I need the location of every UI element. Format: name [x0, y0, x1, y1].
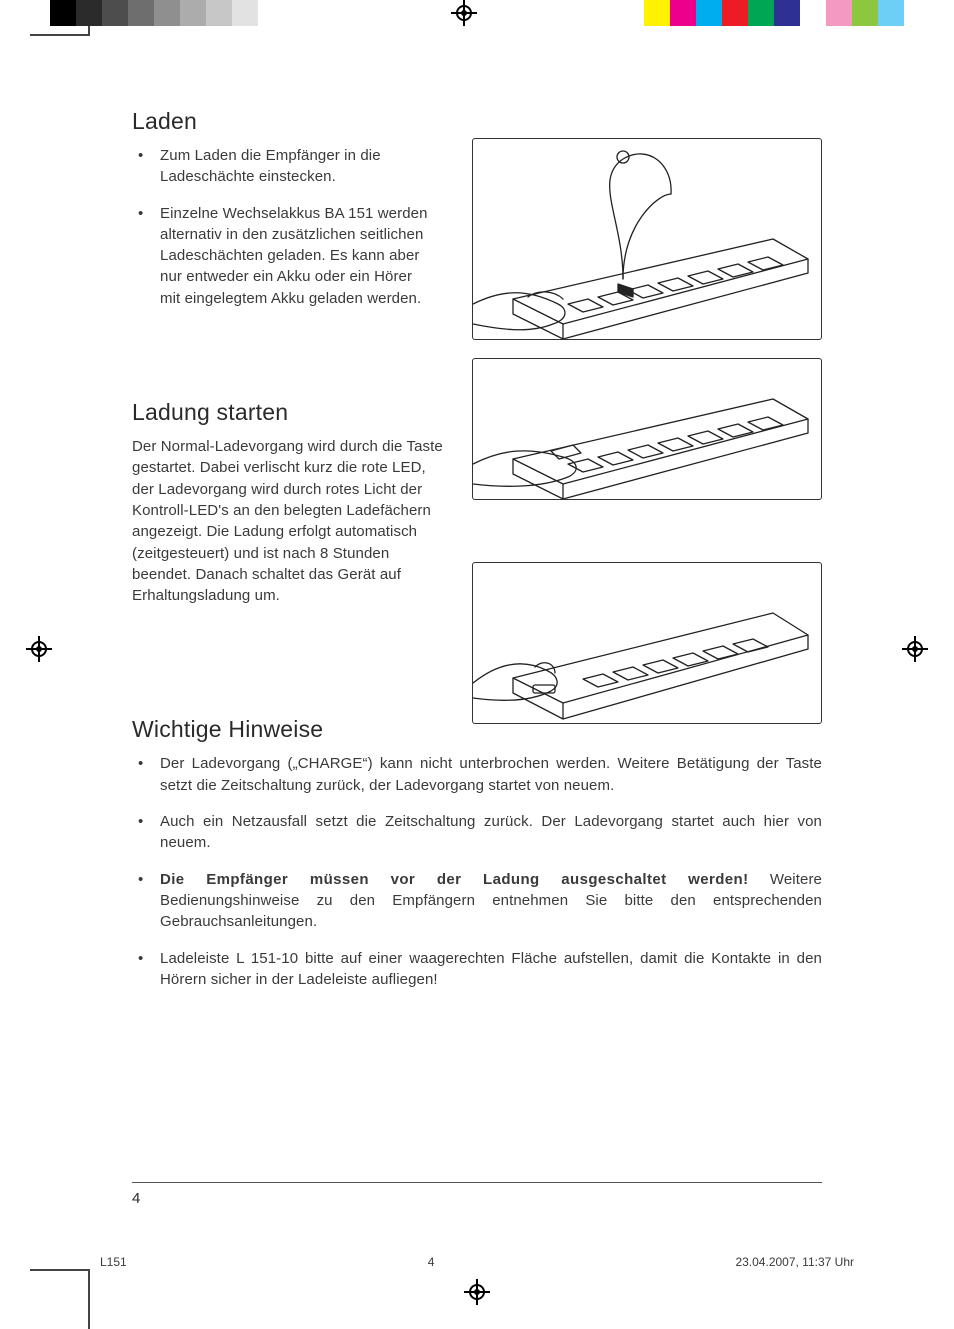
- list-item: Einzelne Wechselakkus BA 151 werden alte…: [160, 203, 428, 309]
- color-swatch: [154, 0, 180, 26]
- list-item: Die Empfänger müssen vor der Ladung ausg…: [160, 869, 822, 933]
- list-item: Ladeleiste L 151-10 bitte auf einer waag…: [160, 948, 822, 991]
- color-swatch: [722, 0, 748, 26]
- hinweise-bullet-list: Der Ladevorgang („CHARGE“) kann nicht un…: [132, 753, 822, 990]
- color-swatch: [232, 0, 258, 26]
- color-swatch: [258, 0, 284, 26]
- footer-doc: L151: [100, 1255, 127, 1269]
- footer-meta: L151 4 23.04.2007, 11:37 Uhr: [100, 1255, 854, 1269]
- color-swatch: [128, 0, 154, 26]
- page-content: Laden Zum Laden die Empfänger in die Lad…: [132, 108, 822, 1205]
- emphasis-text: Die Empfänger müssen vor der Ladung ausg…: [160, 871, 749, 888]
- footer-timestamp: 23.04.2007, 11:37 Uhr: [735, 1255, 854, 1269]
- color-swatch: [206, 0, 232, 26]
- page-number: 4: [132, 1190, 140, 1207]
- color-swatch: [852, 0, 878, 26]
- heading-laden: Laden: [132, 108, 822, 135]
- crop-mark: [88, 1269, 90, 1329]
- color-swatch: [50, 0, 76, 26]
- list-item: Der Ladevorgang („CHARGE“) kann nicht un…: [160, 753, 822, 796]
- color-swatch: [800, 0, 826, 26]
- color-swatch: [748, 0, 774, 26]
- footer-folio: 4: [428, 1255, 435, 1269]
- list-item: Auch ein Netzausfall setzt die Zeitschal…: [160, 811, 822, 854]
- figure-column: [472, 138, 822, 742]
- crop-mark: [30, 1269, 90, 1271]
- crop-mark: [30, 34, 90, 36]
- footer-rule: [132, 1182, 822, 1183]
- color-swatch: [76, 0, 102, 26]
- color-swatch: [826, 0, 852, 26]
- printer-color-bar: [50, 0, 904, 26]
- registration-mark-icon: [26, 636, 52, 662]
- section-hinweise: Wichtige Hinweise Der Ladevorgang („CHAR…: [132, 716, 822, 990]
- registration-mark-icon: [464, 1279, 490, 1305]
- color-swatch: [696, 0, 722, 26]
- color-swatch: [644, 0, 670, 26]
- figure-charger-battery: [472, 358, 822, 500]
- list-item: Zum Laden die Empfänger in die Ladeschäc…: [160, 145, 428, 188]
- figure-charger-headset: [472, 138, 822, 340]
- color-swatch: [102, 0, 128, 26]
- color-swatch: [878, 0, 904, 26]
- ladung-paragraph: Der Normal-Ladevorgang wird durch die Ta…: [132, 436, 452, 606]
- figure-charger-button: [472, 562, 822, 724]
- registration-mark-icon: [451, 0, 477, 26]
- color-swatch: [180, 0, 206, 26]
- registration-mark-icon: [902, 636, 928, 662]
- color-swatch: [774, 0, 800, 26]
- color-swatch: [670, 0, 696, 26]
